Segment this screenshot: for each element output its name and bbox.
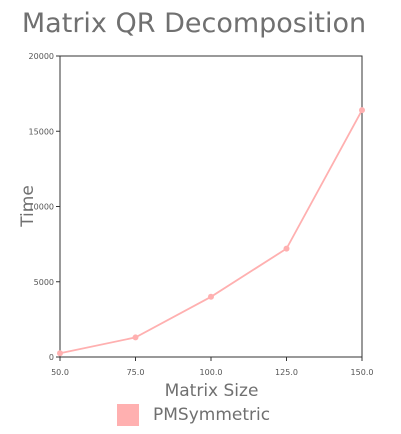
x-axis-ticks: 50.0 75.0 100.0 125.0 150.0 <box>51 357 373 377</box>
legend: PMSymmetric <box>117 404 270 426</box>
x-axis-label: Matrix Size <box>164 381 259 401</box>
chart-title: Matrix QR Decomposition <box>21 8 367 39</box>
y-tick-label: 15000 <box>29 127 54 136</box>
y-axis-ticks: 0 5000 10000 15000 20000 <box>29 52 60 362</box>
y-tick-label: 10000 <box>29 203 54 212</box>
legend-swatch <box>117 404 139 426</box>
x-tick-label: 125.0 <box>275 368 298 377</box>
series-layer <box>57 107 365 357</box>
y-tick-label: 5000 <box>34 278 54 287</box>
x-tick-label: 75.0 <box>127 368 145 377</box>
x-tick-label: 150.0 <box>351 368 374 377</box>
x-tick-label: 100.0 <box>200 368 223 377</box>
plot-frame <box>59 55 363 358</box>
y-tick-label: 20000 <box>29 52 54 61</box>
data-point <box>57 350 63 357</box>
series-line <box>59 109 363 355</box>
data-point <box>359 107 365 114</box>
data-point <box>208 293 214 300</box>
y-axis-label: Time <box>18 185 38 227</box>
legend-label: PMSymmetric <box>153 405 271 425</box>
data-point <box>132 334 139 341</box>
x-tick-label: 50.0 <box>51 368 69 377</box>
data-point <box>283 245 290 252</box>
y-tick-label: 0 <box>49 353 54 362</box>
